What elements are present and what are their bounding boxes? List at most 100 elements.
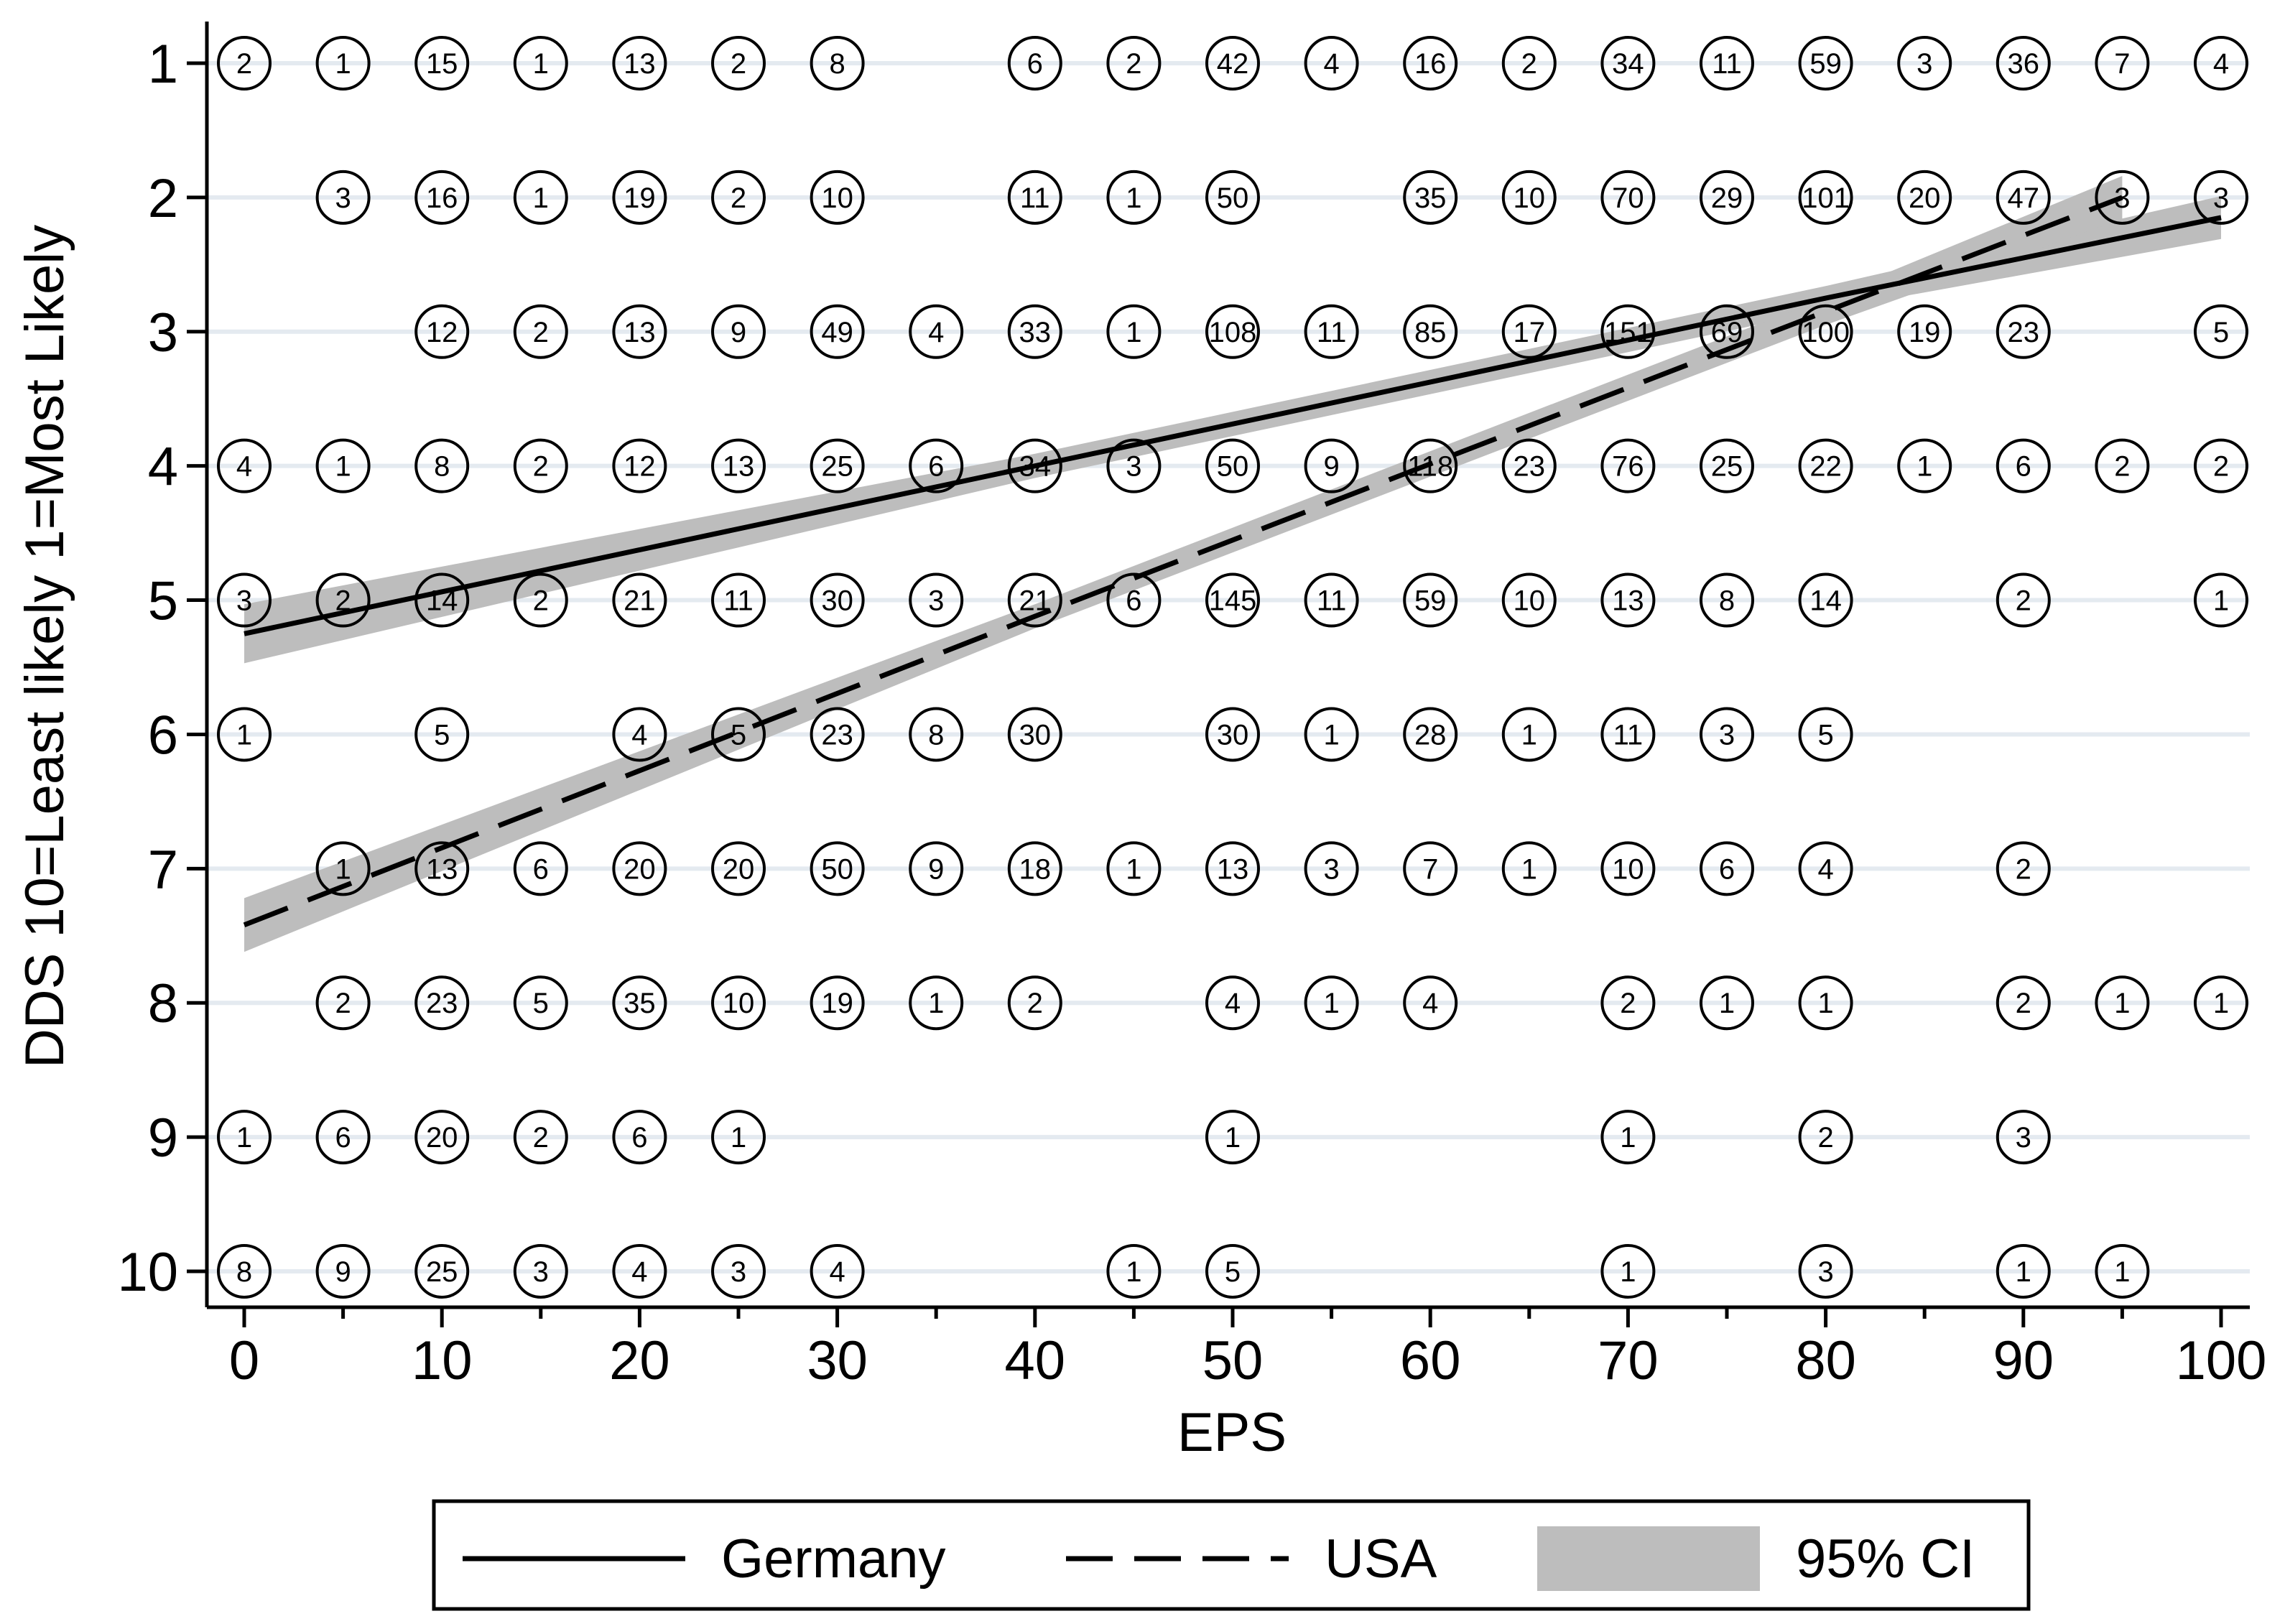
count-marker: 3: [513, 1244, 568, 1299]
count-marker: 5: [414, 707, 470, 762]
count-marker: 11: [1007, 170, 1062, 225]
count-marker-circle: [217, 572, 272, 628]
count-marker-label: 2: [335, 988, 351, 1019]
count-marker-circle: [217, 36, 272, 91]
count-marker-circle: [909, 841, 964, 896]
count-marker-circle: [2095, 975, 2150, 1031]
count-marker-label: 1: [533, 48, 549, 80]
count-marker: 1: [1304, 707, 1359, 762]
count-marker-circle: [1600, 438, 1656, 493]
count-marker-circle: [2194, 170, 2248, 225]
count-marker-circle: [1007, 572, 1062, 628]
count-marker-circle: [1205, 170, 1260, 225]
count-marker: 8: [414, 438, 470, 493]
count-marker-circle: [1106, 304, 1162, 359]
count-marker-label: 8: [434, 451, 450, 483]
count-marker: 1: [513, 36, 568, 91]
count-marker-circle: [1996, 438, 2051, 493]
count-marker-label: 19: [821, 988, 853, 1019]
count-marker-circle: [1897, 36, 1952, 91]
count-marker: 30: [1205, 707, 1260, 762]
count-marker-label: 34: [1612, 48, 1644, 80]
count-marker: 3: [1106, 438, 1162, 493]
count-marker: 145: [1205, 572, 1260, 628]
count-marker-circle: [513, 438, 568, 493]
count-marker: 23: [1501, 438, 1557, 493]
grid-lines: [207, 61, 2250, 1273]
count-marker: 19: [1897, 304, 1952, 359]
y-tick-label: 8: [148, 973, 178, 1034]
count-marker: 10: [1501, 572, 1557, 628]
count-marker-circle: [414, 572, 470, 628]
count-marker: 3: [711, 1244, 766, 1299]
count-marker: 12: [612, 438, 667, 493]
count-marker-label: 6: [2016, 451, 2031, 483]
count-marker: 49: [810, 304, 865, 359]
count-marker-label: 76: [1612, 451, 1644, 483]
count-marker: 6: [1996, 438, 2051, 493]
count-marker: 2: [513, 1110, 568, 1165]
count-marker-circle: [513, 1110, 568, 1165]
count-marker-circle: [1700, 304, 1754, 359]
count-marker: 10: [1600, 841, 1656, 896]
count-marker-label: 70: [1612, 182, 1644, 214]
count-marker-label: 2: [533, 317, 549, 348]
count-marker-circle: [1996, 572, 2051, 628]
count-marker: 2: [1106, 36, 1162, 91]
count-marker-label: 3: [1817, 1256, 1833, 1288]
count-marker-label: 22: [1809, 451, 1842, 483]
count-marker-circle: [810, 975, 865, 1031]
count-marker-label: 2: [1620, 988, 1636, 1019]
count-marker: 17: [1501, 304, 1557, 359]
count-marker-label: 1: [236, 1122, 252, 1154]
count-marker-label: 6: [533, 853, 549, 885]
count-marker: 33: [1007, 304, 1062, 359]
count-marker-label: 3: [533, 1256, 549, 1288]
y-axis-title: DDS 10=Least likely 1=Most Likely: [14, 225, 75, 1068]
count-marker-circle: [1600, 1110, 1656, 1165]
count-marker: 2: [1501, 36, 1557, 91]
count-marker-circle: [909, 304, 964, 359]
count-marker: 13: [1600, 572, 1656, 628]
count-marker: 59: [1798, 36, 1853, 91]
count-marker: 1: [1897, 438, 1952, 493]
count-marker: 3: [1996, 1110, 2051, 1165]
count-marker-label: 5: [434, 719, 450, 751]
count-marker: 19: [810, 975, 865, 1031]
count-marker: 1: [315, 36, 371, 91]
count-marker-label: 3: [2016, 1122, 2031, 1154]
count-marker: 101: [1798, 170, 1853, 225]
x-tick-label: 90: [1993, 1330, 2054, 1391]
count-marker: 76: [1600, 438, 1656, 493]
count-marker-circle: [711, 841, 766, 896]
count-marker: 6: [909, 438, 964, 493]
count-marker-label: 12: [624, 451, 656, 483]
count-marker-circle: [513, 841, 568, 896]
count-marker-label: 15: [426, 48, 458, 80]
x-tick-label: 20: [609, 1330, 670, 1391]
count-marker-label: 1: [1323, 719, 1339, 751]
count-marker-circle: [909, 975, 964, 1031]
count-marker-label: 21: [624, 585, 656, 617]
count-marker: 25: [810, 438, 865, 493]
count-marker-label: 2: [2114, 451, 2130, 483]
count-marker-circle: [1403, 304, 1458, 359]
count-marker: 4: [612, 1244, 667, 1299]
count-marker-label: 47: [2008, 182, 2040, 214]
count-marker: 2: [1600, 975, 1656, 1031]
count-marker: 2: [315, 572, 371, 628]
count-marker: 1: [2095, 975, 2150, 1031]
count-marker: 2: [217, 36, 272, 91]
count-marker-label: 9: [928, 853, 944, 885]
count-marker-label: 11: [723, 585, 754, 617]
count-marker: 1: [1600, 1110, 1656, 1165]
y-tick-label: 2: [148, 168, 178, 229]
count-marker: 2: [513, 304, 568, 359]
count-marker: 9: [1304, 438, 1359, 493]
count-marker-circle: [1700, 841, 1754, 896]
count-marker: 1: [1600, 1244, 1656, 1299]
count-marker: 15: [414, 36, 470, 91]
count-marker-circle: [810, 36, 865, 91]
count-marker: 11: [1304, 572, 1359, 628]
count-marker-circle: [1996, 170, 2051, 225]
